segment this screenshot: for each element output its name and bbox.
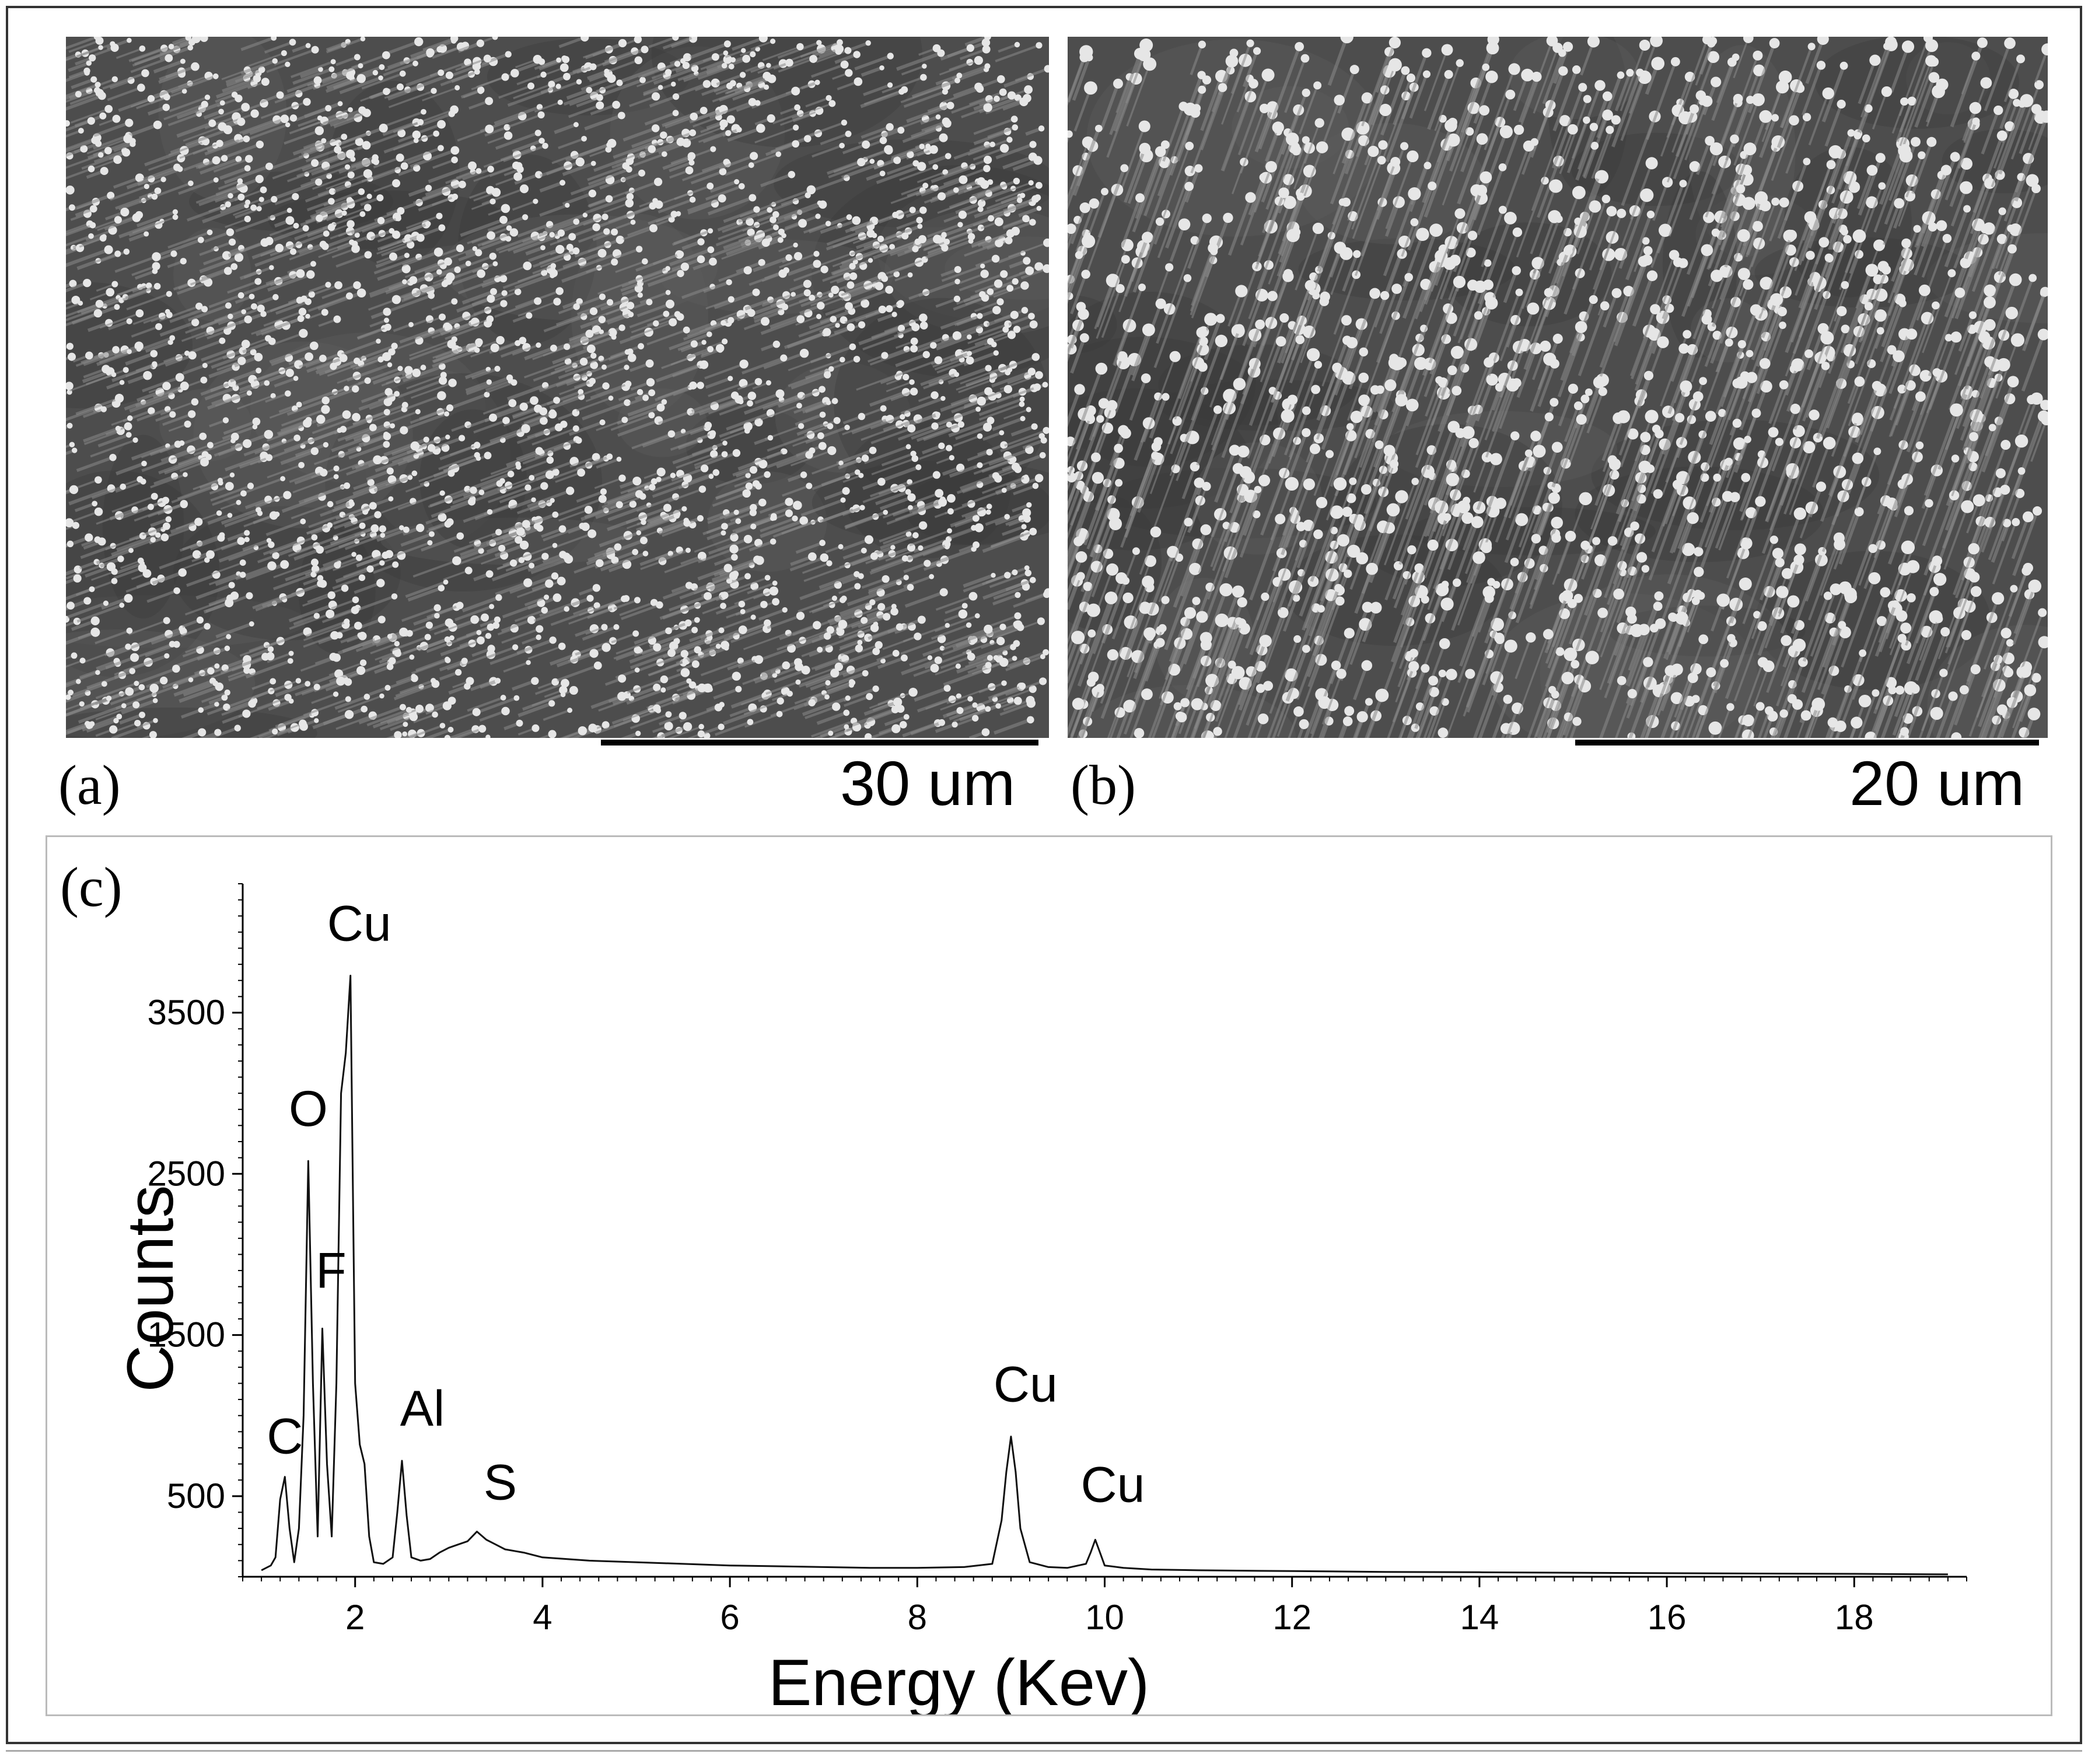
sem-image-a <box>66 37 1049 738</box>
y-tick-label: 500 <box>167 1476 225 1516</box>
figure-frame <box>6 6 2082 1744</box>
panel-label-c: (c) <box>60 856 123 918</box>
peak-label-cu: Cu <box>994 1357 1058 1413</box>
peak-label-f: F <box>316 1243 347 1299</box>
panel-label-a: (a) <box>58 754 121 816</box>
sem-texture-b <box>1068 37 2048 738</box>
sem-image-b <box>1068 37 2048 738</box>
x-tick-label: 8 <box>908 1598 927 1637</box>
scale-label-b: 20 um <box>1849 748 2025 818</box>
peak-label-o: O <box>289 1081 328 1137</box>
y-tick-label: 2500 <box>148 1154 225 1193</box>
bottom-rule <box>6 1750 2082 1752</box>
x-tick-label: 18 <box>1835 1598 1874 1637</box>
eds-spectrum-panel: (c) 2 4 6 8 10 12 14 16 18 500 1500 2500 3500 Energy … <box>46 835 2052 1716</box>
peak-label-cu: Cu <box>1080 1457 1145 1513</box>
eds-spectrum-chart: 2 4 6 8 10 12 14 16 18 500 1500 2500 3500 Energy (Kev… <box>114 883 1967 1714</box>
x-axis-label: Energy (Kev) <box>768 1646 1150 1714</box>
x-tick-label: 4 <box>533 1598 552 1637</box>
spectrum-line <box>261 975 1948 1576</box>
panel-label-b: (b) <box>1071 754 1136 816</box>
x-tick-label: 16 <box>1648 1598 1687 1637</box>
x-tick-label: 10 <box>1085 1598 1124 1637</box>
peak-label-c: C <box>267 1409 303 1465</box>
y-tick-label: 1500 <box>148 1315 225 1354</box>
peak-label-cu: Cu <box>327 895 391 951</box>
x-tick-label: 12 <box>1272 1598 1311 1637</box>
y-tick-label: 3500 <box>148 993 225 1032</box>
peak-label-al: Al <box>400 1381 445 1437</box>
x-tick-label: 6 <box>720 1598 739 1637</box>
x-tick-label: 14 <box>1460 1598 1499 1637</box>
sem-texture-a <box>66 37 1049 738</box>
scale-label-a: 30 um <box>840 748 1016 818</box>
y-axis-label: Counts <box>114 1185 187 1392</box>
peak-label-s: S <box>484 1455 517 1511</box>
x-tick-label: 2 <box>345 1598 365 1637</box>
